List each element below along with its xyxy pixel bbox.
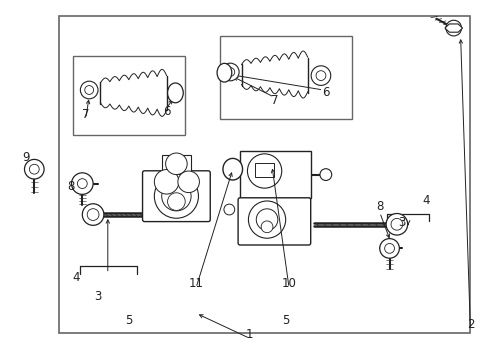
Ellipse shape: [223, 158, 243, 180]
Circle shape: [166, 153, 187, 175]
Circle shape: [380, 239, 399, 258]
Bar: [162, 155, 191, 175]
Circle shape: [154, 170, 179, 194]
Text: 3: 3: [398, 216, 406, 229]
Text: 6: 6: [322, 86, 330, 99]
Text: 11: 11: [189, 277, 203, 290]
Text: 2: 2: [466, 318, 474, 330]
Text: 4: 4: [422, 194, 430, 207]
Text: 5: 5: [125, 314, 133, 327]
Text: 6: 6: [163, 105, 171, 118]
Circle shape: [72, 173, 93, 194]
Circle shape: [77, 179, 87, 189]
Ellipse shape: [168, 83, 183, 103]
Ellipse shape: [217, 63, 232, 82]
Text: 8: 8: [376, 201, 384, 213]
Circle shape: [256, 209, 278, 230]
Circle shape: [261, 221, 273, 233]
Circle shape: [311, 66, 331, 85]
Text: 4: 4: [72, 271, 80, 284]
Circle shape: [80, 81, 98, 99]
Circle shape: [446, 20, 462, 36]
Circle shape: [385, 243, 394, 253]
Text: 1: 1: [246, 328, 254, 341]
FancyBboxPatch shape: [238, 198, 311, 245]
Bar: [59, 16, 470, 333]
Text: 10: 10: [282, 277, 296, 290]
Circle shape: [24, 159, 44, 179]
Circle shape: [316, 71, 326, 81]
FancyBboxPatch shape: [143, 171, 210, 222]
Text: 8: 8: [67, 180, 75, 193]
Circle shape: [168, 193, 185, 211]
Text: 3: 3: [94, 291, 102, 303]
Bar: [220, 36, 352, 119]
Text: 7: 7: [82, 108, 90, 121]
Circle shape: [82, 204, 104, 225]
Circle shape: [162, 181, 191, 211]
Circle shape: [178, 171, 199, 193]
Circle shape: [226, 68, 235, 76]
Circle shape: [247, 154, 282, 188]
Bar: [240, 151, 311, 198]
Circle shape: [87, 209, 99, 220]
Bar: [73, 56, 185, 135]
Circle shape: [391, 219, 403, 230]
Ellipse shape: [224, 204, 235, 215]
Circle shape: [85, 86, 94, 94]
Text: 9: 9: [22, 151, 30, 164]
Text: 7: 7: [270, 94, 278, 107]
Circle shape: [29, 164, 39, 174]
Circle shape: [154, 174, 198, 218]
Circle shape: [386, 213, 408, 235]
Circle shape: [320, 169, 332, 180]
Bar: [255, 163, 274, 177]
Polygon shape: [445, 24, 463, 32]
Circle shape: [221, 63, 239, 81]
Text: 5: 5: [282, 314, 290, 327]
Circle shape: [248, 201, 286, 238]
